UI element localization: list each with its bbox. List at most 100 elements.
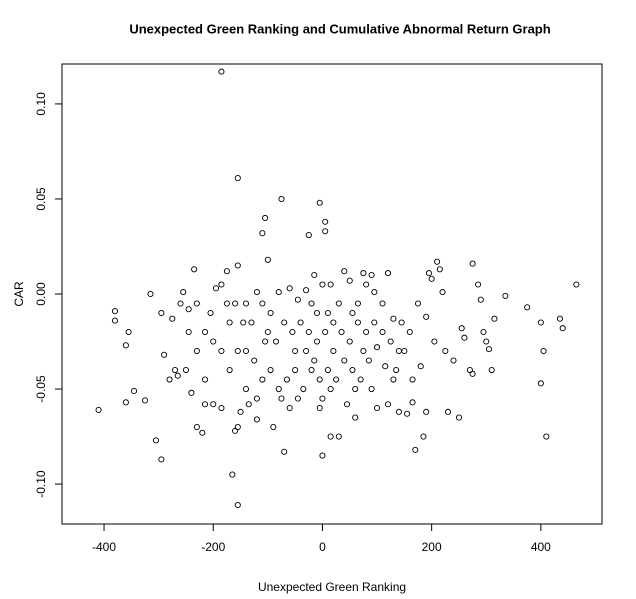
point — [275, 385, 282, 393]
point — [111, 308, 119, 315]
point — [439, 289, 446, 296]
point — [458, 325, 465, 332]
point — [469, 370, 476, 377]
point — [346, 277, 353, 284]
point — [524, 304, 531, 311]
point — [417, 363, 424, 370]
point — [349, 366, 356, 374]
x-tick-label: 200 — [422, 540, 442, 554]
point — [384, 401, 392, 408]
point — [373, 404, 381, 412]
point — [141, 397, 149, 404]
y-tick-label: 0.05 — [34, 187, 48, 211]
point — [251, 357, 258, 364]
point — [360, 270, 367, 277]
point — [382, 363, 389, 370]
y-axis-label: CAR — [12, 281, 26, 307]
point — [373, 344, 381, 351]
chart-title: Unexpected Green Ranking and Cumulative … — [129, 21, 550, 36]
point — [229, 471, 236, 478]
point — [423, 408, 430, 415]
point — [240, 319, 247, 326]
point — [122, 399, 129, 406]
point — [275, 289, 282, 296]
point — [354, 319, 361, 326]
point — [122, 342, 129, 349]
point — [357, 376, 364, 383]
point — [207, 309, 214, 317]
point — [434, 258, 441, 265]
point — [352, 385, 359, 393]
point — [111, 317, 119, 324]
point — [319, 281, 326, 288]
point — [202, 328, 209, 336]
point — [335, 433, 342, 440]
point — [262, 338, 269, 345]
point — [330, 319, 337, 326]
point — [193, 347, 200, 355]
point — [390, 315, 397, 322]
point — [313, 309, 321, 317]
point — [259, 300, 266, 307]
point — [409, 376, 416, 383]
point — [182, 366, 189, 374]
point — [537, 319, 544, 326]
point — [316, 404, 323, 412]
point — [180, 289, 187, 296]
point — [412, 446, 419, 453]
point — [210, 401, 217, 408]
point — [455, 414, 462, 421]
y-tick-label: -0.05 — [34, 375, 48, 403]
point — [253, 416, 260, 423]
point — [341, 268, 348, 275]
point — [335, 300, 342, 307]
point — [267, 366, 274, 374]
point — [253, 395, 260, 402]
point — [177, 300, 184, 307]
point — [193, 300, 200, 307]
point — [248, 319, 255, 326]
point — [303, 347, 310, 355]
point — [193, 424, 200, 431]
point — [264, 328, 271, 336]
point — [242, 347, 250, 355]
point — [281, 448, 288, 455]
point — [363, 328, 370, 336]
point — [311, 271, 318, 279]
point — [371, 319, 378, 326]
point — [125, 328, 132, 336]
point — [401, 347, 408, 355]
point — [450, 357, 457, 364]
x-tick-label: 0 — [319, 540, 326, 554]
point — [305, 232, 312, 239]
point — [559, 325, 566, 332]
point — [444, 408, 452, 415]
point — [404, 410, 411, 417]
point — [395, 347, 402, 355]
point — [300, 385, 307, 393]
point — [395, 408, 402, 415]
point — [327, 385, 334, 393]
point — [398, 319, 405, 326]
point — [537, 380, 544, 387]
point — [264, 256, 271, 263]
point — [267, 309, 274, 317]
point — [352, 414, 359, 421]
x-tick-label: -200 — [201, 540, 225, 554]
point — [234, 347, 241, 355]
point — [234, 501, 241, 509]
point — [294, 395, 301, 402]
point — [414, 300, 422, 307]
point — [294, 296, 301, 303]
point — [475, 281, 482, 288]
point — [425, 270, 432, 277]
point — [292, 366, 299, 374]
point — [218, 404, 225, 412]
point — [368, 385, 375, 393]
point — [543, 433, 550, 440]
point — [409, 399, 416, 406]
point — [185, 328, 192, 336]
point — [349, 309, 356, 317]
point — [272, 338, 280, 345]
